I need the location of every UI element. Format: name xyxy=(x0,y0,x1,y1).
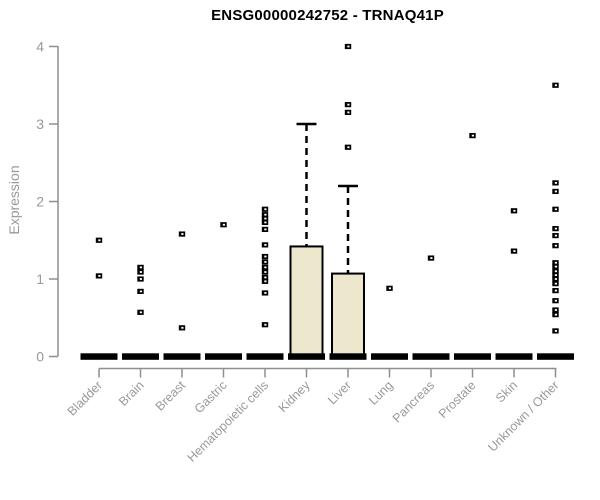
y-tick-label: 3 xyxy=(36,116,44,132)
box-kidney xyxy=(289,245,324,358)
outlier-marker-center xyxy=(554,278,557,280)
x-tick-label-kidney: Kidney xyxy=(276,378,313,415)
outlier-marker-center xyxy=(554,190,557,193)
outlier-marker-center xyxy=(264,217,267,220)
x-tick-label-pancreas: Pancreas xyxy=(390,378,437,425)
outlier-marker-center xyxy=(554,227,557,230)
outlier-marker-center xyxy=(554,270,557,273)
outlier-marker-center xyxy=(554,330,557,332)
outlier-marker-center xyxy=(554,182,557,184)
outlier-marker-center xyxy=(139,271,142,273)
x-tick-label-prostate: Prostate xyxy=(436,378,479,421)
outlier-marker-center xyxy=(264,266,267,269)
y-tick-label: 0 xyxy=(36,349,44,365)
outlier-marker-center xyxy=(98,275,101,277)
outlier-marker-center xyxy=(430,257,433,259)
y-tick-label: 1 xyxy=(36,271,44,287)
x-tick-label-gastric: Gastric xyxy=(192,378,230,416)
outlier-marker-center xyxy=(222,223,225,226)
x-tick-label-skin: Skin xyxy=(493,378,520,405)
median-bar-unknown-other xyxy=(537,353,574,360)
outlier-marker-center xyxy=(347,45,350,48)
y-tick-label: 2 xyxy=(36,194,44,210)
median-bar-breast xyxy=(163,353,201,360)
median-bar-pancreas xyxy=(412,353,450,360)
outlier-marker-center xyxy=(264,213,267,216)
outlier-marker-center xyxy=(264,255,267,258)
outlier-marker-center xyxy=(554,84,557,87)
outlier-marker-center xyxy=(139,311,142,314)
outlier-marker-center xyxy=(554,289,557,292)
median-bar-gastric xyxy=(205,353,242,360)
outlier-marker-center xyxy=(264,292,267,294)
outlier-marker-center xyxy=(388,287,391,290)
outlier-marker-center xyxy=(139,266,142,269)
outlier-marker-center xyxy=(139,278,142,280)
x-tick-label-brain: Brain xyxy=(116,378,147,409)
outlier-marker-center xyxy=(554,299,557,302)
outlier-marker-center xyxy=(264,323,267,326)
outlier-marker-center xyxy=(554,313,557,316)
x-tick-label-unknown-other: Unknown / Other xyxy=(485,378,561,454)
outlier-marker-center xyxy=(264,276,267,279)
outlier-marker-center xyxy=(264,280,267,283)
x-tick-label-breast: Breast xyxy=(153,378,189,414)
outlier-marker-center xyxy=(98,239,101,242)
x-tick-label-hematopoietic-cells: Hematopoietic cells xyxy=(185,378,272,465)
median-bar-lung xyxy=(371,353,408,360)
outlier-marker-center xyxy=(471,134,474,137)
outlier-marker-center xyxy=(264,208,267,211)
outlier-marker-center xyxy=(264,271,267,273)
median-bar-liver xyxy=(329,353,367,360)
outlier-marker-center xyxy=(264,228,267,231)
x-tick-label-bladder: Bladder xyxy=(65,378,105,418)
outlier-marker-center xyxy=(181,326,184,329)
outlier-marker-center xyxy=(554,208,557,211)
outlier-marker-center xyxy=(554,274,557,277)
median-bar-skin xyxy=(495,353,533,360)
median-bar-kidney xyxy=(288,353,325,360)
outlier-marker-center xyxy=(264,221,267,224)
outlier-marker-center xyxy=(513,209,516,212)
outlier-marker-center xyxy=(554,234,557,237)
outlier-marker-center xyxy=(554,244,557,247)
chart-title: ENSG00000242752 - TRNAQ41P xyxy=(211,7,444,24)
x-tick-label-liver: Liver xyxy=(325,378,354,407)
outlier-marker-center xyxy=(554,282,557,285)
outlier-marker-center xyxy=(347,103,350,106)
outlier-marker-center xyxy=(554,261,557,264)
outlier-marker-center xyxy=(554,265,557,268)
median-bar-prostate xyxy=(454,353,491,360)
outlier-marker-center xyxy=(264,244,267,246)
outlier-marker-center xyxy=(181,233,184,235)
outlier-marker-center xyxy=(554,309,557,311)
outlier-marker-center xyxy=(264,261,267,263)
y-tick-label: 4 xyxy=(36,39,44,55)
x-tick-label-lung: Lung xyxy=(366,378,396,408)
median-bar-bladder xyxy=(80,353,118,360)
outlier-marker-center xyxy=(347,111,350,114)
outlier-marker-center xyxy=(347,146,350,149)
outlier-marker-center xyxy=(513,250,516,252)
outlier-marker-center xyxy=(139,290,142,293)
median-bar-hematopoietic-cells xyxy=(246,353,284,360)
median-bar-brain xyxy=(122,353,159,360)
box-liver xyxy=(331,272,365,358)
